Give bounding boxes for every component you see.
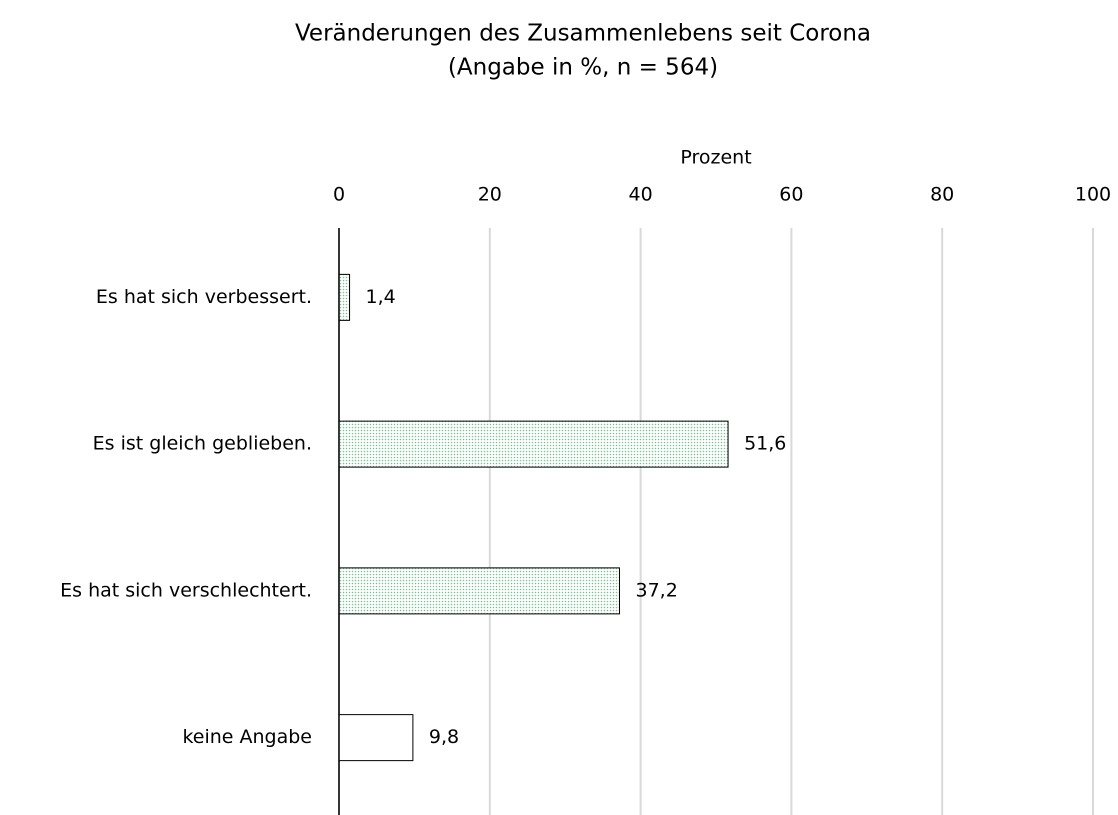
- bar: [338, 567, 620, 615]
- bar: [338, 420, 729, 468]
- x-tick-label: 100: [1075, 184, 1111, 206]
- y-tick-label: Es hat sich verschlechtert.: [60, 579, 312, 601]
- y-tick-label: keine Angabe: [182, 726, 312, 748]
- value-label: 51,6: [744, 433, 786, 455]
- value-label: 37,2: [635, 579, 677, 601]
- chart-subtitle: (Angabe in %, n = 564): [448, 55, 718, 81]
- x-tick-label: 20: [478, 184, 502, 206]
- chart-title: Veränderungen des Zusammenlebens seit Co…: [295, 21, 871, 47]
- value-label: 1,4: [366, 286, 396, 308]
- x-tick-label: 60: [779, 184, 803, 206]
- y-tick-label: Es hat sich verbessert.: [96, 286, 312, 308]
- x-axis-label: Prozent: [680, 147, 751, 169]
- value-label: 9,8: [429, 726, 459, 748]
- bar: [338, 714, 414, 762]
- y-tick-label: Es ist gleich geblieben.: [93, 433, 312, 455]
- x-tick-label: 0: [333, 184, 345, 206]
- x-tick-label: 80: [930, 184, 954, 206]
- bar: [338, 273, 351, 321]
- x-tick-label: 40: [629, 184, 653, 206]
